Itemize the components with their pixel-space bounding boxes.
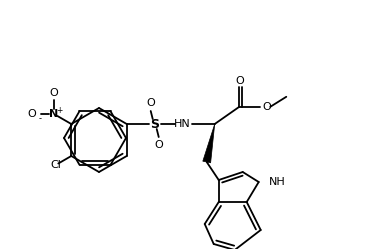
Polygon shape [203, 124, 215, 163]
Text: HN: HN [174, 119, 191, 129]
Text: O: O [50, 88, 58, 98]
Text: O: O [28, 109, 36, 119]
Text: -: - [38, 115, 41, 124]
Text: O: O [235, 76, 244, 86]
Text: NH: NH [269, 177, 286, 187]
Text: O: O [262, 102, 271, 112]
Text: Cl: Cl [50, 160, 61, 170]
Text: O: O [147, 98, 155, 108]
Text: N: N [49, 109, 58, 119]
Text: O: O [154, 140, 163, 150]
Text: +: + [56, 106, 62, 115]
Text: S: S [150, 118, 159, 130]
